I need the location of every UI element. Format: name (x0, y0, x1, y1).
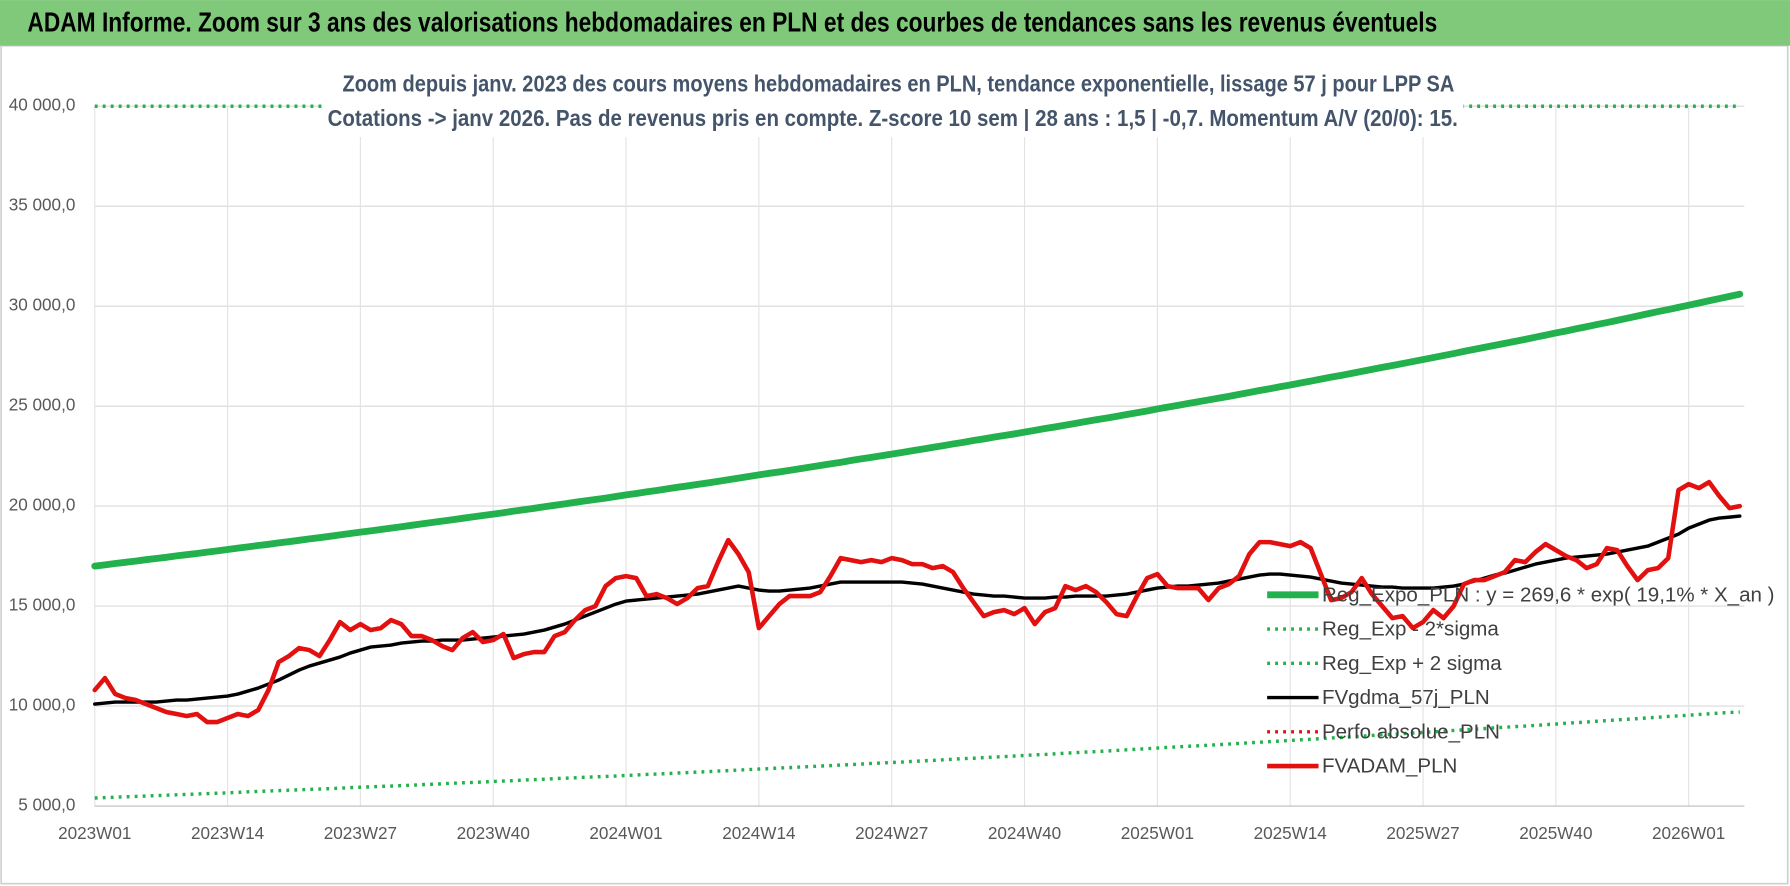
x-tick-label: 2023W27 (324, 824, 397, 843)
chart-subtitle: Cotations -> janv 2026. Pas de revenus p… (328, 105, 1458, 131)
chart-title: ADAM Informe. Zoom sur 3 ans des valoris… (27, 6, 1437, 37)
legend-label: FVADAM_PLN (1322, 755, 1457, 778)
legend-label: Perfo absolue_PLN (1322, 720, 1500, 743)
y-tick-label: 20 000,0 (9, 496, 76, 515)
x-tick-label: 2023W40 (457, 824, 530, 843)
series-line (91, 290, 1744, 570)
x-tick-label: 2024W14 (722, 824, 796, 843)
x-tick-label: 2023W14 (191, 824, 265, 843)
legend-label: Reg_Exp + 2 sigma (1322, 652, 1502, 675)
header-bar (0, 0, 1790, 46)
y-tick-label: 10 000,0 (9, 696, 76, 715)
x-tick-label: 2025W27 (1386, 824, 1459, 843)
series-line (94, 710, 1740, 800)
legend-label: Reg_Exp - 2*sigma (1322, 618, 1499, 641)
x-tick-label: 2025W01 (1121, 824, 1194, 843)
x-tick-label: 2024W27 (855, 824, 928, 843)
x-tick-label: 2025W40 (1519, 824, 1592, 843)
chart-subtitle: Zoom depuis janv. 2023 des cours moyens … (342, 71, 1454, 97)
y-tick-label: 35 000,0 (9, 196, 76, 215)
x-tick-label: 2024W01 (589, 824, 662, 843)
y-tick-label: 15 000,0 (9, 596, 76, 615)
series-line (92, 479, 1743, 725)
y-tick-label: 25 000,0 (9, 396, 76, 415)
y-tick-label: 5 000,0 (18, 796, 75, 815)
x-tick-label: 2025W14 (1254, 824, 1328, 843)
x-tick-label: 2026W01 (1652, 824, 1725, 843)
legend: Reg_Expo_PLN : y = 269,6 * exp( 19,1% * … (1267, 583, 1775, 778)
x-tick-label: 2024W40 (988, 824, 1061, 843)
legend-label: Reg_Expo_PLN : y = 269,6 * exp( 19,1% * … (1322, 583, 1775, 606)
subtitle-background (321, 66, 1464, 138)
legend-label: FVgdma_57j_PLN (1322, 686, 1490, 709)
y-tick-label: 40 000,0 (9, 96, 76, 115)
y-tick-label: 30 000,0 (9, 296, 76, 315)
plot-area: 5 000,0 10 000,0 15 000,0 20 000,0 25 000,0 3… (9, 96, 1745, 843)
x-tick-label: 2023W01 (58, 824, 131, 843)
